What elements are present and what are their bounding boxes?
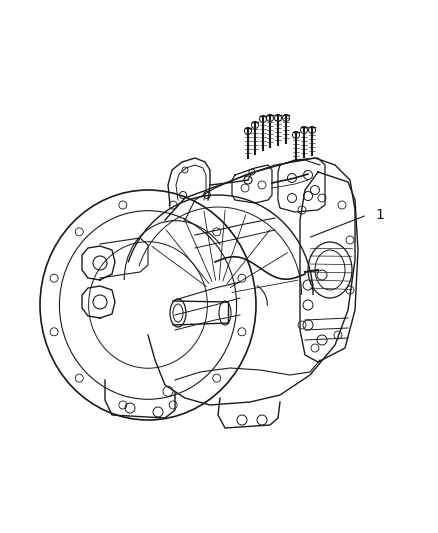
Circle shape xyxy=(244,176,252,184)
Text: 1: 1 xyxy=(375,208,384,222)
